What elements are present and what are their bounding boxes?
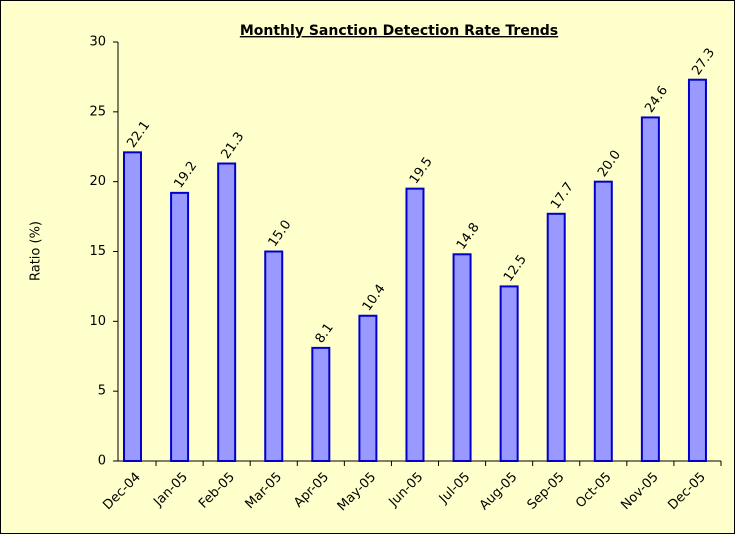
bar: [217, 162, 237, 462]
y-tick-label: 10: [89, 314, 106, 329]
y-tick-label: 25: [89, 104, 106, 119]
y-tick-label: 5: [98, 384, 106, 399]
y-tick-label: 20: [89, 174, 106, 189]
bar: [640, 116, 660, 462]
bar: [405, 187, 425, 462]
y-axis-label: Ratio (%): [29, 221, 44, 281]
bar: [358, 314, 378, 462]
y-tick-label: 30: [89, 35, 106, 50]
y-tick-label: 0: [98, 454, 106, 469]
y-tick-label: 15: [89, 244, 106, 259]
bar: [499, 285, 519, 462]
bar: [264, 250, 284, 462]
bar: [593, 180, 613, 463]
bar: [170, 191, 190, 462]
bar: [123, 151, 142, 462]
chart-title: Monthly Sanction Detection Rate Trends: [240, 23, 558, 39]
bar: [452, 253, 472, 462]
bar: [546, 212, 566, 462]
bar: [311, 346, 331, 462]
bar: [687, 78, 707, 463]
